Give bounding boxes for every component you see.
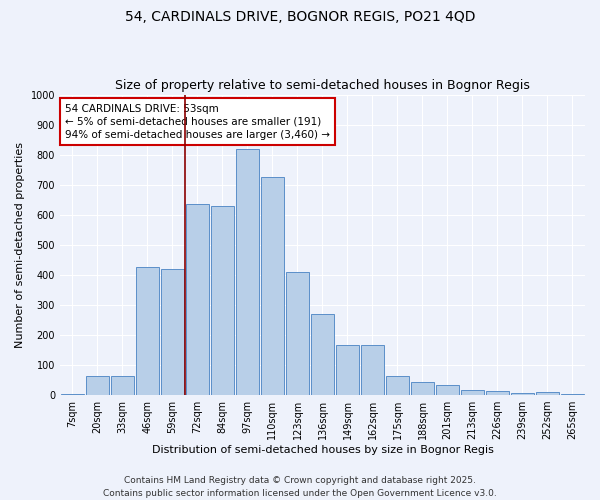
Text: 54, CARDINALS DRIVE, BOGNOR REGIS, PO21 4QD: 54, CARDINALS DRIVE, BOGNOR REGIS, PO21 … xyxy=(125,10,475,24)
Bar xyxy=(185,204,209,395)
Bar xyxy=(110,376,134,395)
Bar xyxy=(560,394,584,395)
Bar xyxy=(236,148,259,395)
Bar xyxy=(335,346,359,395)
Bar xyxy=(211,206,235,395)
Bar xyxy=(485,390,509,395)
Bar xyxy=(361,346,385,395)
Bar xyxy=(536,392,559,395)
Bar xyxy=(311,314,334,395)
X-axis label: Distribution of semi-detached houses by size in Bognor Regis: Distribution of semi-detached houses by … xyxy=(152,445,493,455)
Bar xyxy=(461,390,484,395)
Y-axis label: Number of semi-detached properties: Number of semi-detached properties xyxy=(15,142,25,348)
Bar xyxy=(161,269,184,395)
Bar xyxy=(410,382,434,395)
Bar xyxy=(386,376,409,395)
Text: Contains HM Land Registry data © Crown copyright and database right 2025.
Contai: Contains HM Land Registry data © Crown c… xyxy=(103,476,497,498)
Bar xyxy=(286,272,310,395)
Bar xyxy=(260,177,284,395)
Title: Size of property relative to semi-detached houses in Bognor Regis: Size of property relative to semi-detach… xyxy=(115,79,530,92)
Bar xyxy=(86,376,109,395)
Bar xyxy=(136,268,160,395)
Bar xyxy=(511,392,535,395)
Bar xyxy=(436,384,460,395)
Text: 54 CARDINALS DRIVE: 53sqm
← 5% of semi-detached houses are smaller (191)
94% of : 54 CARDINALS DRIVE: 53sqm ← 5% of semi-d… xyxy=(65,104,330,140)
Bar xyxy=(61,394,84,395)
